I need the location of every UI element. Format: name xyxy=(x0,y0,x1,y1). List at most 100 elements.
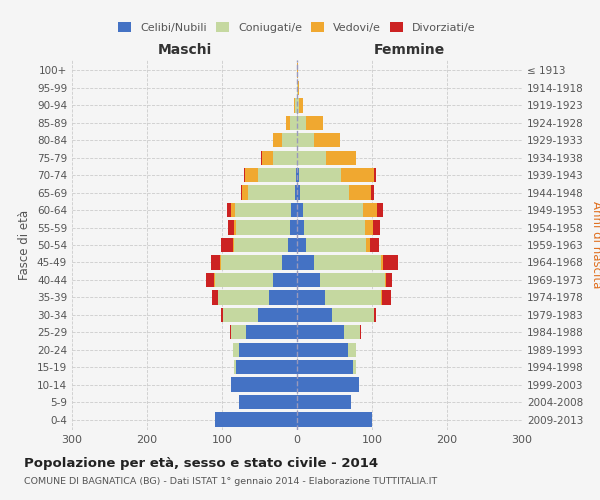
Bar xyxy=(248,186,295,200)
Bar xyxy=(297,98,299,112)
Bar xyxy=(306,116,323,130)
Bar xyxy=(291,203,297,217)
Bar xyxy=(242,186,248,200)
Bar xyxy=(228,220,234,234)
Bar xyxy=(304,220,365,234)
Bar xyxy=(221,308,223,322)
Bar xyxy=(231,378,297,392)
Y-axis label: Fasce di età: Fasce di età xyxy=(19,210,31,280)
Bar xyxy=(363,203,377,217)
Bar xyxy=(297,186,300,200)
Text: Femmine: Femmine xyxy=(374,42,445,56)
Bar xyxy=(297,342,348,357)
Bar xyxy=(221,256,282,270)
Bar xyxy=(262,150,273,165)
Bar xyxy=(215,273,273,287)
Bar xyxy=(261,150,262,165)
Bar xyxy=(297,81,298,95)
Bar xyxy=(348,342,355,357)
Bar xyxy=(300,186,349,200)
Bar xyxy=(341,168,374,182)
Bar xyxy=(234,220,236,234)
Bar xyxy=(296,168,297,182)
Bar xyxy=(273,150,297,165)
Bar xyxy=(235,360,297,374)
Bar xyxy=(355,150,356,165)
Bar xyxy=(306,238,366,252)
Bar xyxy=(314,133,340,148)
Bar xyxy=(366,238,370,252)
Bar xyxy=(273,133,282,148)
Bar xyxy=(314,256,381,270)
Text: COMUNE DI BAGNATICA (BG) - Dati ISTAT 1° gennaio 2014 - Elaborazione TUTTITALIA.: COMUNE DI BAGNATICA (BG) - Dati ISTAT 1°… xyxy=(24,478,437,486)
Bar xyxy=(297,378,359,392)
Bar xyxy=(371,186,374,200)
Bar xyxy=(297,150,325,165)
Bar xyxy=(381,290,382,304)
Bar xyxy=(381,256,383,270)
Bar xyxy=(282,256,297,270)
Bar xyxy=(230,325,231,340)
Bar xyxy=(206,273,214,287)
Bar xyxy=(246,325,297,340)
Bar xyxy=(258,308,297,322)
Bar xyxy=(234,238,288,252)
Bar xyxy=(297,256,314,270)
Bar xyxy=(382,290,391,304)
Bar xyxy=(245,168,258,182)
Bar xyxy=(297,220,304,234)
Bar xyxy=(233,238,234,252)
Bar xyxy=(386,273,392,287)
Bar xyxy=(297,133,314,148)
Bar xyxy=(212,290,218,304)
Bar xyxy=(290,220,297,234)
Bar xyxy=(239,395,297,409)
Bar xyxy=(286,116,290,130)
Bar xyxy=(220,256,221,270)
Bar xyxy=(360,325,361,340)
Bar xyxy=(214,273,215,287)
Bar xyxy=(297,290,325,304)
Bar xyxy=(290,116,297,130)
Bar xyxy=(282,133,297,148)
Bar xyxy=(325,290,381,304)
Bar xyxy=(373,308,376,322)
Bar xyxy=(218,290,269,304)
Bar xyxy=(294,98,295,112)
Bar xyxy=(233,342,239,357)
Bar xyxy=(297,238,306,252)
Bar xyxy=(298,81,299,95)
Bar xyxy=(343,325,360,340)
Bar xyxy=(377,203,383,217)
Bar xyxy=(235,203,291,217)
Bar xyxy=(295,186,297,200)
Bar xyxy=(269,290,297,304)
Text: Popolazione per età, sesso e stato civile - 2014: Popolazione per età, sesso e stato civil… xyxy=(24,458,378,470)
Bar xyxy=(299,168,341,182)
Bar xyxy=(349,186,371,200)
Legend: Celibi/Nubili, Coniugati/e, Vedovi/e, Divorziati/e: Celibi/Nubili, Coniugati/e, Vedovi/e, Di… xyxy=(114,18,480,37)
Bar xyxy=(297,360,353,374)
Bar xyxy=(297,395,351,409)
Bar xyxy=(353,360,355,374)
Bar xyxy=(236,220,290,234)
Bar xyxy=(297,412,372,426)
Bar xyxy=(234,360,235,374)
Bar xyxy=(231,203,235,217)
Bar xyxy=(373,220,380,234)
Bar xyxy=(325,150,355,165)
Y-axis label: Anni di nascita: Anni di nascita xyxy=(590,202,600,288)
Bar xyxy=(297,325,343,340)
Bar xyxy=(215,412,297,426)
Bar xyxy=(297,273,320,287)
Bar xyxy=(273,273,297,287)
Text: Maschi: Maschi xyxy=(157,42,212,56)
Bar xyxy=(370,238,379,252)
Bar xyxy=(374,168,376,182)
Bar xyxy=(383,256,398,270)
Bar xyxy=(297,168,299,182)
Bar xyxy=(297,203,303,217)
Bar xyxy=(295,98,297,112)
Bar xyxy=(297,116,306,130)
Bar xyxy=(332,308,373,322)
